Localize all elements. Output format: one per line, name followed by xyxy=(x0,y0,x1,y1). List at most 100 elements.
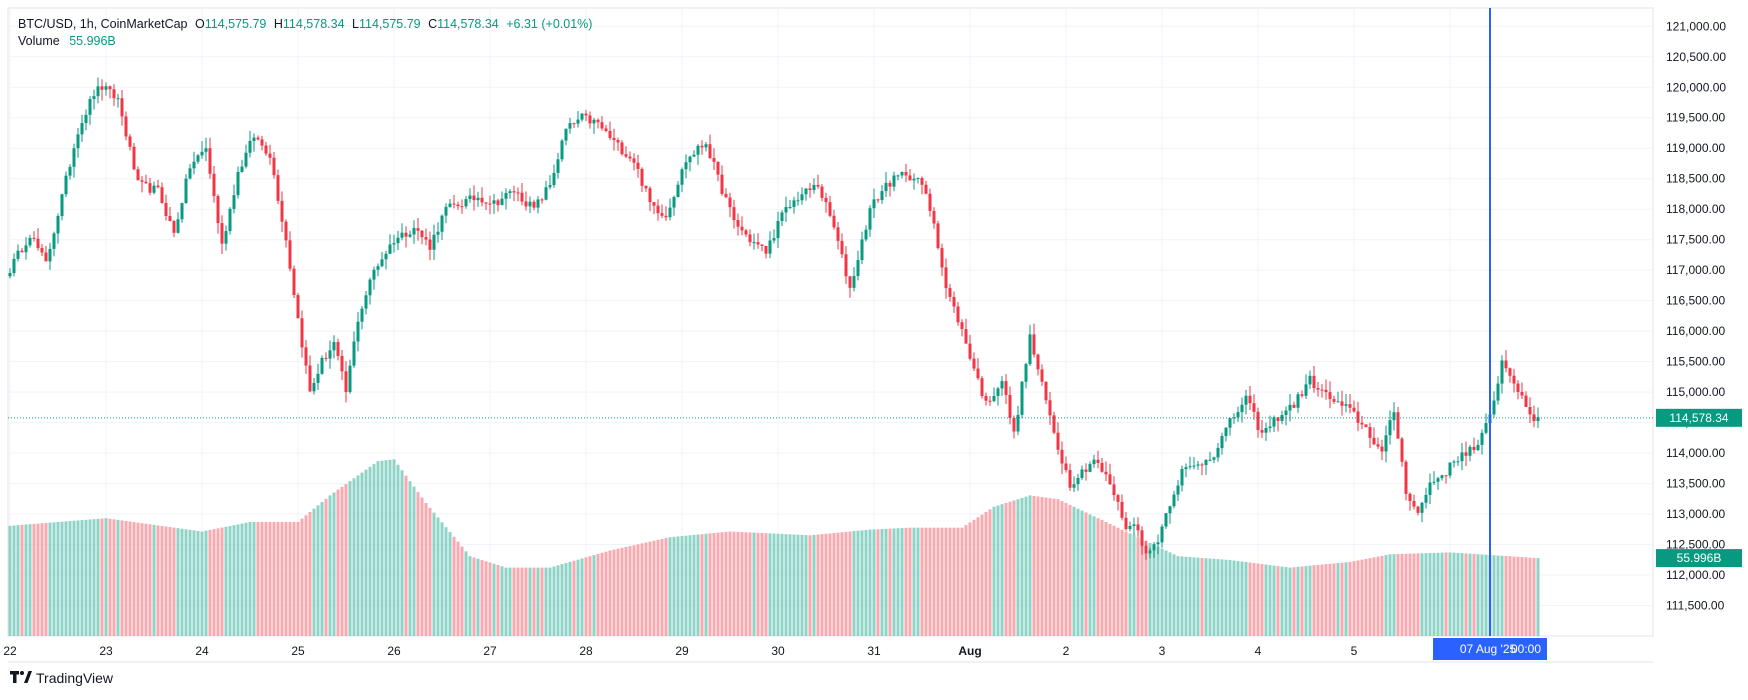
symbol-label[interactable]: BTC/USD, 1h, CoinMarketCap xyxy=(18,17,188,31)
volume-bar xyxy=(1452,552,1456,636)
volume-bar xyxy=(868,529,872,636)
candle-body xyxy=(1116,495,1120,502)
volume-bar xyxy=(172,527,176,636)
candle-body xyxy=(1168,506,1172,514)
candle-body xyxy=(1484,423,1488,433)
volume-bar xyxy=(1056,499,1060,636)
candle-body xyxy=(844,254,848,277)
volume-bar xyxy=(872,529,876,636)
volume-bar xyxy=(564,563,568,636)
volume-bar xyxy=(288,522,292,636)
x-tick-label: 30 xyxy=(771,644,785,658)
volume-bar xyxy=(996,505,1000,636)
volume-bar xyxy=(1404,553,1408,636)
close-label: C xyxy=(428,17,438,31)
candle-body xyxy=(1308,375,1312,385)
tradingview-branding[interactable]: TradingView xyxy=(10,670,113,686)
candle-body xyxy=(1072,484,1076,488)
candle-body xyxy=(332,342,336,351)
volume-bar xyxy=(124,520,128,636)
candle-body xyxy=(1256,411,1260,431)
volume-bar xyxy=(460,546,464,636)
candle-body xyxy=(200,151,204,156)
candle-body xyxy=(936,223,940,249)
volume-bar xyxy=(1176,556,1180,636)
y-tick-label: 115,000.00 xyxy=(1666,385,1725,399)
candle-body xyxy=(1176,485,1180,495)
candle-body xyxy=(1444,475,1448,477)
x-tick-label: 4 xyxy=(1255,644,1262,658)
volume-bar xyxy=(1144,541,1148,636)
volume-bar xyxy=(1384,555,1388,636)
volume-bar xyxy=(1272,565,1276,636)
volume-bar xyxy=(56,522,60,636)
candle-body xyxy=(152,185,156,193)
volume-bar xyxy=(620,547,624,636)
volume-bar xyxy=(60,521,64,636)
volume-bar xyxy=(352,478,356,636)
tradingview-name: TradingView xyxy=(36,670,114,686)
volume-bar xyxy=(272,522,276,636)
candle-body xyxy=(1204,459,1208,465)
candle-body xyxy=(776,221,780,239)
candle-body xyxy=(1332,399,1336,402)
candle-body xyxy=(140,180,144,182)
candle-body xyxy=(960,322,964,330)
candle-body xyxy=(384,253,388,260)
candle-body xyxy=(944,267,948,289)
volume-bar xyxy=(572,560,576,636)
volume-bar xyxy=(388,459,392,636)
volume-bar xyxy=(864,529,868,636)
volume-bar xyxy=(1376,556,1380,636)
volume-bar xyxy=(1408,553,1412,636)
volume-bar xyxy=(436,517,440,636)
volume-bar xyxy=(1208,558,1212,636)
volume-label[interactable]: Volume xyxy=(18,34,60,48)
volume-bar xyxy=(476,558,480,636)
candle-body xyxy=(312,382,316,392)
volume-bar xyxy=(860,530,864,636)
candle-body xyxy=(476,197,480,201)
volume-bar xyxy=(112,519,116,636)
volume-bar xyxy=(384,460,388,636)
volume-bar xyxy=(100,518,104,636)
volume-bar xyxy=(756,532,760,636)
candle-body xyxy=(1172,494,1176,507)
volume-bar xyxy=(1204,558,1208,636)
volume-bar xyxy=(652,540,656,636)
crosshair-date-tag xyxy=(1433,638,1547,660)
volume-bar xyxy=(184,529,188,636)
candle-body xyxy=(448,203,452,207)
volume-bar xyxy=(496,565,500,636)
candle-body xyxy=(1408,493,1412,502)
volume-bar xyxy=(716,532,720,636)
candle-body xyxy=(1328,392,1332,400)
candle-body xyxy=(1336,401,1340,403)
candle-body xyxy=(444,206,448,216)
candle-body xyxy=(344,371,348,393)
volume-bar xyxy=(880,529,884,636)
volume-bar xyxy=(196,530,200,636)
candle-body xyxy=(492,200,496,204)
volume-bar xyxy=(548,567,552,636)
x-tick-label: 24 xyxy=(195,644,209,658)
volume-bar xyxy=(1468,553,1472,636)
volume-bar xyxy=(1276,566,1280,636)
candle-body xyxy=(468,195,472,200)
volume-bar xyxy=(1500,555,1504,636)
volume-bar xyxy=(1348,561,1352,636)
volume-bar xyxy=(1020,497,1024,636)
candle-body xyxy=(532,201,536,208)
change-value: +6.31 (+0.01%) xyxy=(506,17,593,31)
volume-bar xyxy=(908,527,912,636)
volume-bar xyxy=(840,532,844,636)
volume-bar xyxy=(1252,563,1256,636)
volume-bar xyxy=(1104,522,1108,636)
candle-body xyxy=(996,388,1000,396)
volume-bar xyxy=(244,522,248,636)
volume-bar xyxy=(584,557,588,636)
volume-bar xyxy=(1112,525,1116,636)
y-tick-label: 118,500.00 xyxy=(1666,172,1725,186)
volume-bar xyxy=(88,519,92,636)
